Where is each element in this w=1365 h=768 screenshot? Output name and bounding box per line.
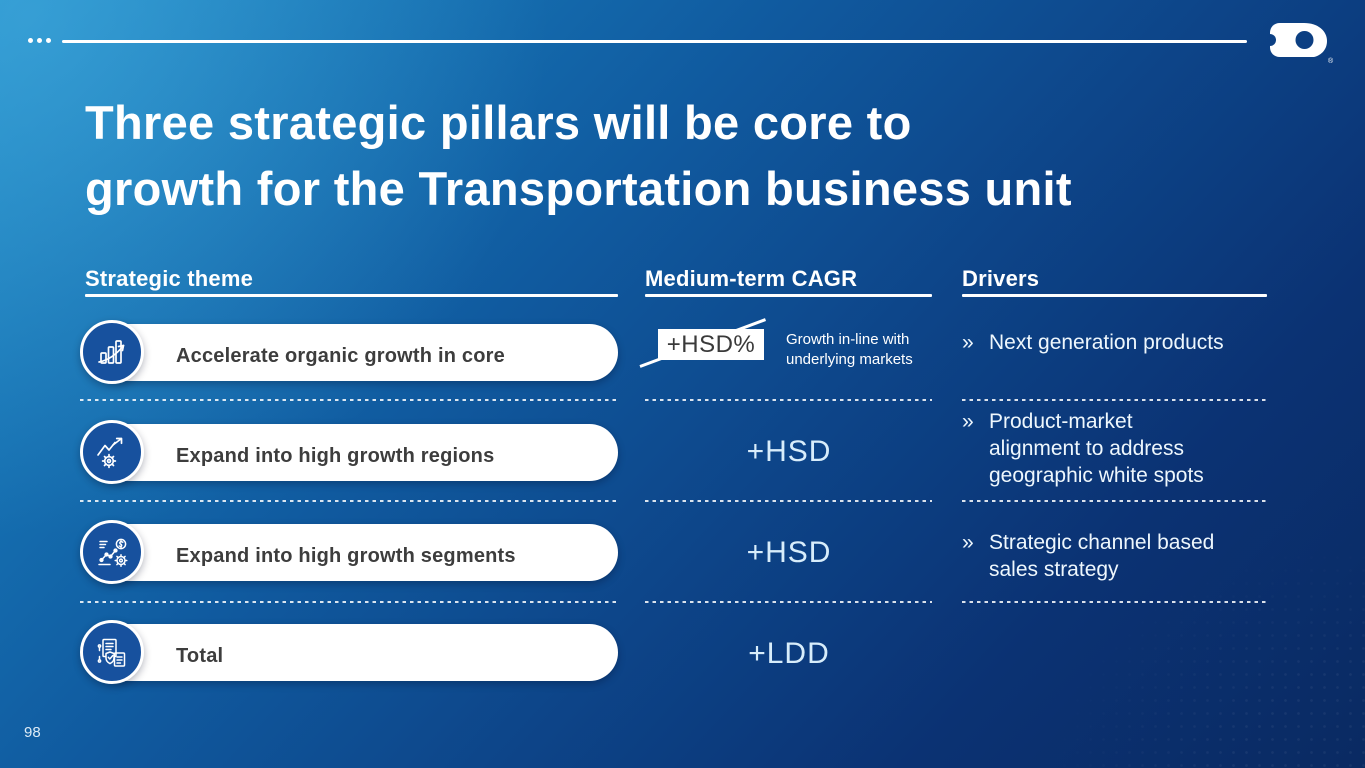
theme-pill: Expand into high growth regions [96,424,618,481]
ellipsis-dots-icon [28,38,51,43]
cagr-value: +HSD [746,536,832,569]
row-separator [645,500,932,502]
header-underline [962,294,1267,297]
cagr-note: Growth in-line with underlying markets [786,331,913,368]
row-separator [80,500,618,502]
title-line-1: Three strategic pillars will be core to [85,96,912,149]
registered-mark: ® [1328,57,1334,64]
header-underline [645,294,932,297]
driver-text: Product-market alignment to address geog… [989,410,1204,487]
theme-pill: Accelerate organic growth in core [96,324,618,381]
row-separator [645,399,932,401]
danaher-logo-icon: ® [1269,22,1335,64]
row-separator [962,399,1267,401]
background-texture [1045,538,1365,768]
theme-row-expand-segments: Expand into high growth segments [80,520,620,584]
page-number: 98 [24,724,41,741]
row-separator [962,601,1267,603]
row-separator [80,399,618,401]
slide-title: Three strategic pillars will be core to … [85,90,1072,222]
row-separator [962,500,1267,502]
driver-bullet: » [962,331,974,354]
theme-label: Total [176,644,224,667]
mountain-arrow-gear-icon [80,420,144,484]
theme-pill: Total [96,624,618,681]
column-header-medium-term-cagr: Medium-term CAGR [645,266,858,291]
driver-item: » Next generation products [962,329,1262,356]
theme-label: Accelerate organic growth in core [176,344,505,367]
cagr-callout-box: +HSD% [658,329,764,360]
driver-bullet: » [962,410,974,433]
segments-dollar-gear-icon [80,520,144,584]
theme-pill: Expand into high growth segments [96,524,618,581]
theme-label: Expand into high growth regions [176,444,495,467]
driver-text: Strategic channel based sales strategy [989,531,1215,581]
row-separator [80,601,618,603]
theme-row-total: Total [80,620,620,684]
theme-row-accelerate-organic-growth: Accelerate organic growth in core [80,320,620,384]
theme-label: Expand into high growth segments [176,544,516,567]
cagr-value: +LDD [748,637,830,670]
theme-row-expand-regions: Expand into high growth regions [80,420,620,484]
driver-text: Next generation products [989,331,1224,354]
cagr-value: +HSD [746,435,832,468]
title-line-2: growth for the Transportation business u… [85,162,1072,215]
column-header-strategic-theme: Strategic theme [85,266,254,291]
column-header-drivers: Drivers [962,266,1040,291]
header-underline [85,294,618,297]
driver-item: » Product-market alignment to address ge… [962,408,1212,489]
growth-bar-chart-icon [80,320,144,384]
driver-bullet: » [962,531,974,554]
row-separator [645,601,932,603]
documents-shield-check-icon [80,620,144,684]
header-rule [62,40,1247,43]
driver-item: » Strategic channel based sales strategy [962,529,1242,583]
